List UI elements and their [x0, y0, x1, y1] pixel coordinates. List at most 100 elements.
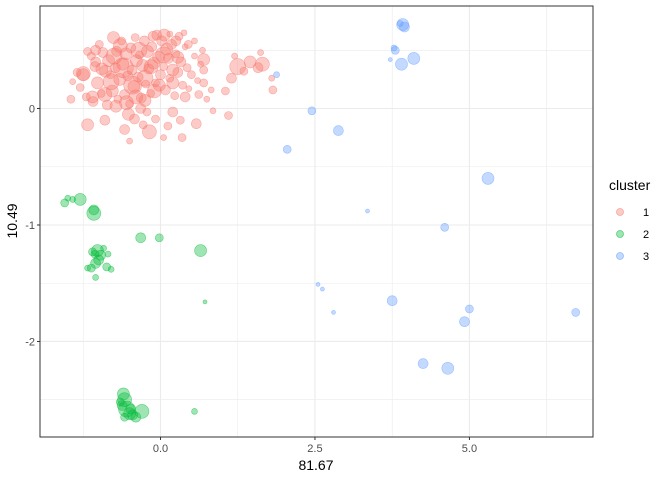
cluster-2-point — [91, 244, 104, 257]
cluster-3-point — [481, 172, 495, 185]
cluster-1-point — [191, 37, 198, 45]
cluster-1-point — [151, 114, 160, 124]
cluster-1-point — [142, 107, 152, 117]
cluster-1-point — [167, 106, 179, 118]
cluster-2-point — [102, 262, 111, 272]
cluster-2-point — [90, 258, 101, 269]
cluster-1-point — [171, 50, 185, 64]
cluster-1-point — [138, 94, 152, 107]
cluster-3-point — [331, 310, 336, 315]
legend-title: cluster — [609, 177, 651, 193]
cluster-3-point — [459, 316, 470, 328]
cluster-1-point — [197, 53, 210, 66]
cluster-3-point — [417, 358, 429, 369]
cluster-3-point — [365, 208, 370, 214]
cluster-3-point — [441, 361, 455, 375]
cluster-1-point — [130, 33, 140, 42]
cluster-1-point — [126, 137, 133, 145]
cluster-3-point — [387, 57, 393, 62]
cluster-1-point — [91, 76, 104, 90]
cluster-1-point — [170, 35, 182, 47]
cluster-3-point — [440, 223, 450, 232]
cluster-1-point — [231, 52, 238, 60]
legend-key-1 — [616, 208, 624, 216]
cluster-3-point — [386, 295, 398, 307]
cluster-1-point — [166, 39, 177, 50]
cluster-3-point — [282, 145, 292, 154]
cluster-1-point — [142, 124, 157, 140]
cluster-1-point — [119, 124, 130, 135]
cluster-1-point — [129, 113, 140, 125]
cluster-2-point — [191, 408, 198, 415]
cluster-1-point — [160, 134, 167, 141]
cluster-2-point — [118, 400, 135, 418]
cluster-1-point — [243, 55, 257, 69]
cluster-2-point — [88, 247, 97, 257]
cluster-2-point — [104, 250, 112, 258]
legend-key-2 — [616, 230, 624, 238]
x-axis-title: 81.67 — [298, 457, 333, 473]
cluster-3-point — [333, 125, 344, 136]
cluster-1-point — [87, 96, 99, 107]
cluster-2-point — [130, 411, 142, 423]
legend: cluster 1 2 3 — [609, 177, 651, 263]
cluster-2-point — [120, 412, 129, 422]
cluster-1-point — [180, 29, 188, 37]
cluster-3-point — [315, 282, 321, 287]
cluster-3-point — [395, 57, 408, 71]
cluster-1-point — [226, 72, 237, 84]
cluster-1-point — [187, 70, 196, 79]
cluster-1-point — [199, 78, 208, 88]
cluster-1-point — [203, 95, 211, 103]
cluster-1-point — [119, 95, 134, 110]
cluster-1-point — [184, 40, 193, 49]
cluster-3-point — [307, 106, 317, 116]
y-tick-label: 0 — [29, 104, 35, 116]
cluster-1-point — [127, 80, 141, 93]
cluster-1-point — [176, 115, 185, 125]
cluster-2-point — [88, 204, 100, 216]
cluster-1-point — [179, 91, 191, 103]
legend-label-2: 2 — [643, 229, 649, 241]
cluster-1-point — [159, 62, 168, 71]
cluster-1-point — [199, 46, 206, 54]
cluster-1-point — [191, 52, 198, 60]
cluster-2-point — [92, 274, 99, 281]
cluster-1-point — [268, 74, 276, 82]
cluster-1-point — [69, 78, 76, 85]
cluster-1-point — [163, 121, 173, 131]
cluster-3-point — [407, 52, 421, 65]
cluster-2-point — [202, 299, 208, 305]
cluster-1-point — [224, 111, 233, 120]
cluster-1-point — [102, 73, 120, 90]
cluster-1-point — [86, 90, 99, 104]
cluster-1-point — [66, 94, 76, 104]
cluster-1-point — [81, 118, 94, 132]
y-axis-ticks: 0 -1 -2 — [25, 104, 40, 348]
cluster-1-point — [174, 31, 184, 41]
cluster-1-point — [229, 58, 246, 75]
cluster-1-point — [268, 85, 278, 95]
cluster-1-point — [113, 38, 128, 53]
cluster-1-point — [109, 99, 123, 113]
cluster-1-point — [116, 57, 130, 71]
cluster-3-point — [465, 304, 474, 314]
cluster-1-point — [194, 90, 204, 99]
cluster-1-point — [153, 78, 166, 92]
y-tick-label: -1 — [25, 220, 35, 232]
cluster-2-point — [135, 232, 146, 244]
cluster-1-point — [185, 85, 193, 92]
legend-label-1: 1 — [643, 207, 649, 219]
cluster-3-point — [273, 71, 280, 78]
cluster-1-point — [147, 30, 159, 42]
cluster-1-point — [97, 87, 113, 102]
x-tick-label: 0.0 — [153, 443, 168, 455]
cluster-3-point — [390, 45, 400, 55]
cluster-3-point — [320, 286, 325, 292]
cluster-1-point — [87, 51, 96, 61]
cluster-1-point — [199, 65, 208, 75]
cluster-1-point — [207, 86, 215, 94]
cluster-1-point — [146, 41, 158, 53]
cluster-1-point — [178, 80, 187, 90]
cluster-1-point — [155, 69, 166, 80]
